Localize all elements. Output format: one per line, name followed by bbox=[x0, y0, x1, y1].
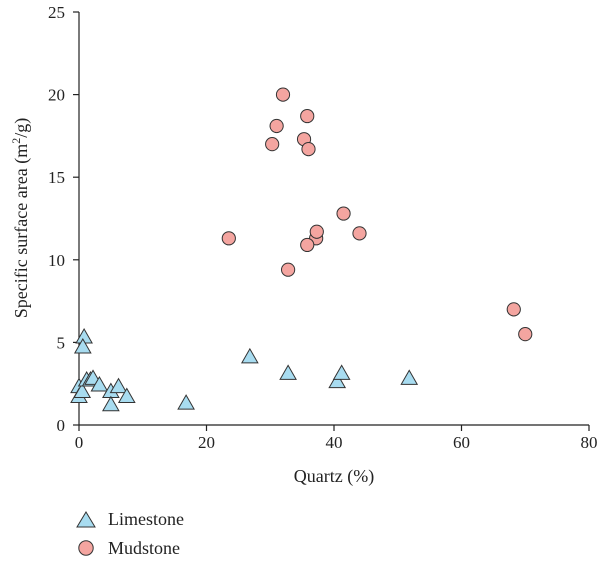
limestone-point bbox=[240, 347, 259, 364]
limestone-point bbox=[328, 372, 347, 389]
limestone-point bbox=[279, 364, 297, 380]
limestone-point bbox=[73, 337, 92, 354]
x-tick-label: 80 bbox=[581, 433, 598, 452]
legend-mudstone-label: Mudstone bbox=[108, 538, 180, 558]
limestone-point bbox=[109, 377, 128, 394]
limestone-point bbox=[400, 369, 419, 385]
x-tick-label: 40 bbox=[326, 433, 343, 452]
data-points bbox=[70, 87, 533, 412]
mudstone-point bbox=[300, 108, 315, 124]
limestone-point bbox=[332, 364, 351, 380]
y-tick-label: 20 bbox=[48, 86, 65, 105]
y-axis-title: Specific surface area (m2/g) bbox=[9, 118, 32, 318]
mudstone-point bbox=[506, 302, 521, 317]
y-tick-label: 10 bbox=[48, 251, 65, 270]
limestone-point bbox=[177, 394, 195, 410]
legend-mudstone-marker bbox=[78, 540, 94, 556]
mudstone-point bbox=[336, 206, 351, 221]
x-tick-label: 0 bbox=[75, 433, 84, 452]
x-tick-label: 60 bbox=[453, 433, 470, 452]
axes bbox=[78, 12, 589, 426]
mudstone-point bbox=[300, 237, 315, 253]
y-tick-label: 5 bbox=[57, 333, 66, 352]
y-tick-label: 15 bbox=[48, 168, 65, 187]
mudstone-point bbox=[281, 262, 296, 277]
y-axis-title-main: Specific surface area (m bbox=[11, 144, 32, 318]
mudstone-point bbox=[518, 327, 533, 342]
limestone-point bbox=[73, 382, 92, 399]
legend-limestone-label: Limestone bbox=[108, 509, 184, 529]
mudstone-point bbox=[275, 87, 291, 102]
tick-labels: 0 20 40 60 80 0 5 10 15 20 25 bbox=[48, 3, 598, 452]
limestone-point bbox=[102, 395, 120, 412]
mudstone-point bbox=[309, 224, 324, 239]
y-tick-label: 0 bbox=[57, 416, 66, 435]
series-limestone bbox=[70, 328, 419, 412]
mudstone-point bbox=[352, 226, 367, 241]
y-axis-title-tail: /g) bbox=[11, 118, 32, 138]
legend-limestone-marker bbox=[76, 511, 96, 528]
x-tick-label: 20 bbox=[198, 433, 215, 452]
ticks bbox=[73, 11, 590, 431]
mudstone-point bbox=[301, 142, 316, 157]
y-axis-title-superscript: 2 bbox=[9, 138, 23, 144]
y-tick-label: 25 bbox=[48, 3, 65, 22]
mudstone-point bbox=[221, 231, 236, 246]
legend: Limestone Mudstone bbox=[76, 509, 184, 558]
series-mudstone bbox=[221, 87, 533, 342]
x-axis-title: Quartz (%) bbox=[294, 466, 374, 487]
limestone-point bbox=[90, 375, 109, 392]
mudstone-point bbox=[269, 118, 284, 134]
limestone-point bbox=[117, 387, 136, 404]
mudstone-point bbox=[265, 137, 280, 152]
